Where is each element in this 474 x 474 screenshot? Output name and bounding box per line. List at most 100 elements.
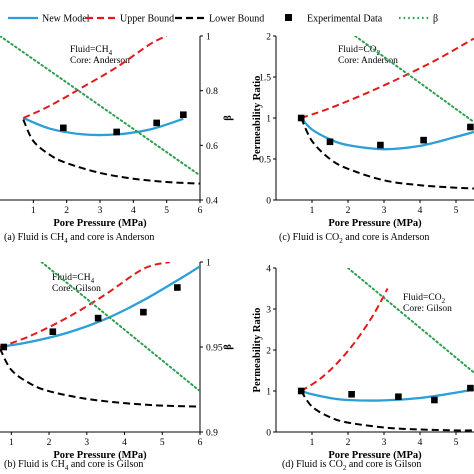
panel-c: 1 2 3 4 5 Pore Pressure (MPa) 0 0.5 1 1.5 2 Permeab… (252, 33, 474, 245)
panel-d-x-tick-label: 2 (346, 438, 351, 448)
panel-c-annotation-core: Core: Anderson (338, 56, 398, 66)
panel-d-series-new-model (300, 388, 474, 402)
panel-a-data-point (60, 124, 67, 132)
panel-a-caption-subscript: 4 (64, 237, 68, 245)
panel-d-x-tick-label: 1 (310, 438, 315, 448)
panel-c-annotation-fluid-text: Fluid=CO (338, 45, 377, 55)
panel-a-plot-area (0, 36, 200, 185)
panel-d-x-tick-label: 4 (418, 438, 423, 448)
panel-c-y-tick-label: 1 (266, 115, 271, 125)
legend-label-lower-bound: Lower Bound (209, 14, 264, 25)
panel-a-series-new-model (22, 116, 184, 137)
panel-d-caption-text: (d) Fluid is CO (282, 459, 343, 470)
panel-d-y-tick-label: 0 (266, 429, 271, 439)
panel-d: 1 2 3 4 5 Pore Pressure (MPa) 0 1 2 3 4 Permeabilit… (252, 265, 474, 472)
panel-a-series-beta (0, 36, 200, 177)
panel-a-series-upper-bound (22, 36, 168, 119)
panel-b-x-tick-label: 4 (122, 438, 127, 448)
panel-b-data-point (49, 328, 57, 335)
panel-c-x-tick-label: 2 (346, 206, 351, 216)
panel-b-x-tick-label: 6 (198, 438, 203, 448)
panel-b-data-point (0, 343, 8, 351)
panel-c-series-new-model (300, 117, 474, 151)
panel-a-data-point (113, 128, 120, 136)
panel-c-x-tick-label: 1 (310, 206, 315, 216)
panel-c-y-tick-label: 2 (266, 33, 271, 43)
panel-b-caption-subscript: 4 (65, 464, 69, 472)
panel-c-caption-rest: and core is Anderson (343, 232, 430, 243)
panel-d-data-point (467, 384, 474, 392)
panel-d-y-tick-label: 3 (266, 306, 271, 316)
panel-b-x-tick-label: 3 (84, 438, 89, 448)
panel-a-annotation-fluid-subscript: 4 (109, 49, 113, 57)
panel-d-y-tick-label: 2 (266, 347, 271, 357)
panel-b-x-axis-label: Pore Pressure (MPa) (53, 450, 147, 461)
panel-d-series-beta (347, 268, 474, 374)
legend: New Model Upper Bound Lower Bound Experimen… (8, 14, 438, 25)
panel-b-data-point (140, 308, 147, 316)
panel-a-annotation-fluid-text: Fluid=CH (70, 45, 109, 55)
panel-a-data-point (153, 119, 160, 127)
panel-a-x-tick-label: 2 (64, 206, 69, 216)
panel-c-series-upper-bound (300, 37, 474, 119)
panel-a-annotation-fluid: Fluid=CH4 (70, 45, 113, 57)
panel-a-x-tick-label: 1 (31, 206, 36, 216)
panel-d-y-tick-label: 1 (266, 388, 271, 398)
panel-a-y2-tick-label: 0.4 (206, 197, 218, 207)
panel-d-annotation-fluid-subscript: 2 (442, 297, 446, 305)
panel-b-caption-rest: and core is Gilson (68, 459, 143, 470)
panel-d-y-tick-label: 4 (266, 265, 271, 275)
panel-b-series-upper-bound (0, 262, 171, 348)
panel-a-caption: (a) Fluid is CH4 and core is Anderson (4, 232, 154, 245)
panel-d-caption-rest: and core is Gilson (346, 459, 421, 470)
panel-c-x-tick-label: 3 (382, 206, 387, 216)
panel-d-series-upper-bound (300, 288, 389, 392)
panel-c-plot-area (300, 36, 474, 190)
panel-b-y2-tick-label: 1 (206, 259, 211, 269)
panel-a: 1 2 3 4 5 6 Pore Pressure (MPa) 0.4 0.6 0.8 1 β Flui… (0, 33, 234, 245)
panel-c-series-lower-bound (300, 117, 474, 190)
panel-b-annotation-fluid-subscript: 4 (91, 277, 95, 285)
panel-d-plot-area (300, 268, 474, 432)
panel-a-x-tick-label: 5 (164, 206, 169, 216)
panel-c-series-beta (354, 36, 474, 124)
panel-b-x-tick-label: 1 (9, 438, 14, 448)
legend-label-beta: β (433, 14, 438, 25)
panel-b-annotation-core: Core: Gilson (52, 284, 101, 294)
panel-d-annotation-core: Core: Gilson (403, 304, 452, 314)
panel-a-data-point (180, 111, 187, 119)
panel-c-caption-text: (c) Fluid is CO (279, 232, 339, 243)
panel-c-y-tick-label: 0.5 (259, 156, 271, 166)
panel-b-plot-area (0, 262, 200, 408)
panel-b-caption: (b) Fluid is CH4 and core is Gilson (4, 459, 143, 472)
panel-d-caption: (d) Fluid is CO2 and core is Gilson (282, 459, 421, 472)
panel-a-x-tick-label: 6 (198, 206, 203, 216)
panel-c-caption-subscript: 2 (339, 237, 343, 245)
panel-a-caption-rest: and core is Anderson (68, 232, 155, 243)
panel-b: 1 2 3 4 5 6 Pore Pressure (MPa) 0.9 0.95 1 β Fluid=… (0, 259, 234, 472)
panel-a-series-lower-bound (22, 119, 200, 185)
panel-a-x-axis-label: Pore Pressure (MPa) (53, 218, 147, 229)
panel-b-data-point (174, 284, 181, 291)
panel-a-caption-text: (a) Fluid is CH (4, 232, 64, 243)
panel-c-y-tick-label: 1.5 (259, 74, 271, 84)
panel-b-y2-tick-label: 0.95 (206, 344, 223, 354)
panel-a-x-tick-label: 3 (98, 206, 103, 216)
panel-d-annotation-fluid: Fluid=CO2 (403, 293, 446, 305)
panel-d-y-axis-label: Permeability Ratio (252, 308, 263, 393)
panel-d-data-point (395, 393, 402, 401)
panel-d-x-tick-label: 5 (454, 438, 459, 448)
panel-a-y2-tick-label: 0.8 (206, 87, 218, 97)
panel-d-x-axis-label: Pore Pressure (MPa) (328, 450, 422, 461)
panel-a-y2-tick-label: 0.6 (206, 142, 218, 152)
legend-marker-experimental-data (285, 14, 292, 21)
panel-c-y-axis-label: Permeability Ratio (252, 76, 263, 161)
panel-c-y-tick-label: 0 (266, 197, 271, 207)
panel-b-annotation-fluid: Fluid=CH4 (52, 273, 95, 285)
panel-c-data-point (420, 136, 427, 144)
panel-c-data-point (297, 114, 305, 122)
panel-d-caption-subscript: 2 (343, 464, 347, 472)
panel-c-data-point (467, 123, 474, 131)
panel-b-x-tick-label: 2 (47, 438, 52, 448)
panel-d-x-tick-label: 3 (382, 438, 387, 448)
